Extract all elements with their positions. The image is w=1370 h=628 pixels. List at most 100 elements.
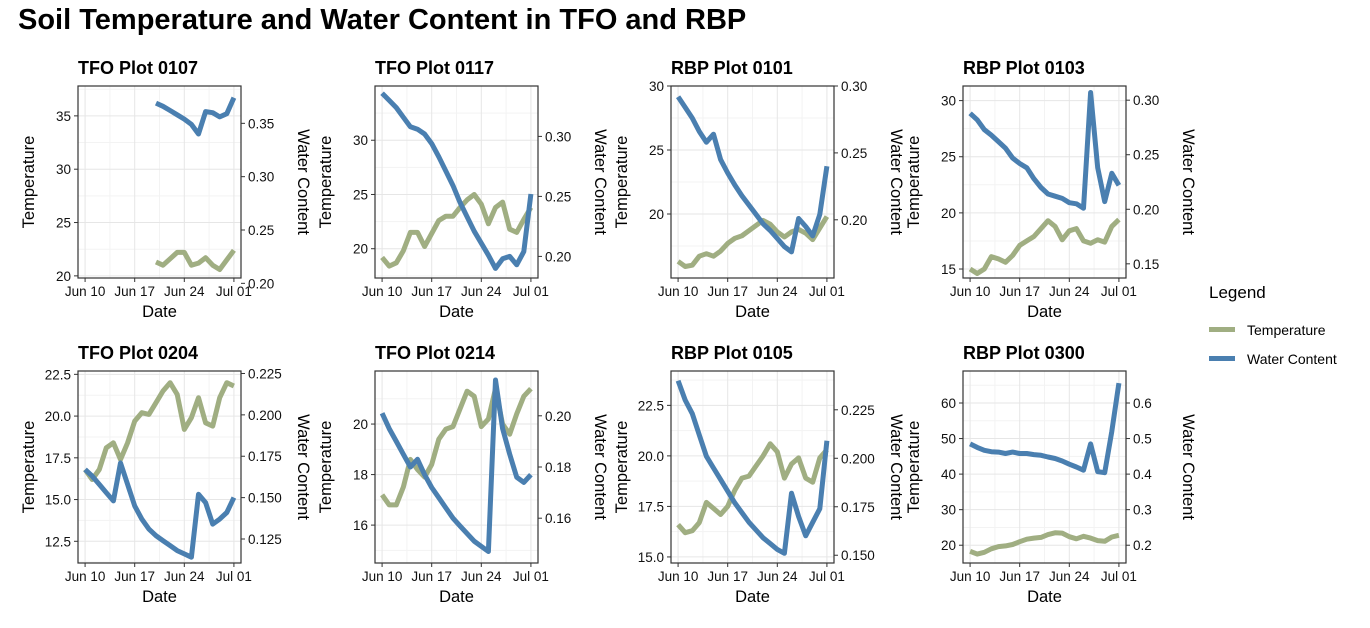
y2-axis-title: Water Content: [591, 129, 609, 235]
panel-border: [77, 370, 242, 564]
x-tick-label: Jun 17: [114, 569, 155, 584]
x-axis-title: Date: [1027, 588, 1062, 606]
y2-axis-title: Water Content: [1179, 129, 1197, 235]
legend: Legend Temperature Water Content: [1209, 283, 1337, 373]
y-tick-label: 25: [353, 187, 368, 202]
water-content-line: [675, 379, 830, 556]
y2-tick-label: 0.20: [248, 276, 274, 291]
y2-tick-label: 0.225: [248, 366, 282, 381]
y2-tick-label: 0.30: [248, 170, 274, 185]
y-tick-label: 17.5: [638, 499, 664, 514]
panel-title: RBP Plot 0300: [963, 343, 1085, 363]
panel-title: TFO Plot 0204: [78, 343, 198, 363]
x-tick-label: Jun 10: [950, 284, 991, 299]
temperature-line: [154, 248, 236, 272]
x-axis-title: Date: [735, 588, 770, 606]
x-axis-title: Date: [439, 303, 474, 321]
temperature-line: [380, 386, 533, 508]
y-axis-title: Temperature: [317, 421, 335, 514]
x-tick-label: Jul 01: [513, 284, 549, 299]
y-tick-label: 30: [941, 94, 956, 109]
y2-tick-label: 0.200: [841, 451, 875, 466]
y-tick-label: 12.5: [45, 534, 71, 549]
y2-tick-label: 0.225: [841, 403, 875, 418]
panel-border: [670, 370, 835, 564]
y2-tick-label: 0.18: [545, 460, 571, 475]
y2-tick-label: 0.16: [545, 511, 571, 526]
y2-tick-label: 0.25: [545, 189, 571, 204]
y-tick-label: 20: [56, 269, 71, 284]
y-tick-label: 50: [941, 432, 956, 447]
y-tick-label: 35: [56, 109, 71, 124]
panel-title: RBP Plot 0101: [671, 58, 793, 78]
y2-tick-label: 0.35: [248, 116, 274, 131]
y2-tick-label: 0.175: [248, 449, 282, 464]
y-tick-label: 22.5: [45, 367, 71, 382]
x-tick-label: Jul 01: [216, 569, 252, 584]
x-tick-label: Jun 10: [362, 284, 403, 299]
legend-item-water-content: Water Content: [1209, 344, 1337, 373]
legend-item-temperature: Temperature: [1209, 315, 1337, 344]
y-axis-title: Temperature: [317, 136, 335, 229]
x-axis-title: Date: [142, 303, 177, 321]
y2-tick-label: 0.30: [841, 79, 867, 94]
x-tick-label: Jun 10: [658, 284, 699, 299]
y2-axis-title: Water Content: [591, 414, 609, 520]
y-tick-label: 16: [353, 518, 368, 533]
x-axis-title: Date: [1027, 303, 1062, 321]
water-content-line: [968, 382, 1122, 476]
y-tick-label: 20.0: [45, 409, 71, 424]
x-tick-label: Jun 10: [658, 569, 699, 584]
x-tick-label: Jul 01: [216, 284, 252, 299]
x-tick-label: Jun 17: [707, 284, 748, 299]
panel-6: TFO Plot 0214 Jun 10 Jun 17 Jun 24 Jul 01 16 1…: [317, 343, 609, 606]
y-axis-title: Temperature: [905, 421, 923, 514]
x-tick-label: Jul 01: [1101, 569, 1137, 584]
y2-tick-label: 0.20: [545, 249, 571, 264]
x-tick-label: Jun 10: [65, 284, 106, 299]
x-tick-label: Jun 24: [461, 284, 502, 299]
legend-key-water-content: [1209, 356, 1235, 361]
y2-tick-label: 0.25: [841, 146, 867, 161]
panel-8: RBP Plot 0300 Jun 10 Jun 17 Jun 24 Jul 01 20 3…: [905, 343, 1197, 606]
y-tick-label: 15.0: [638, 550, 664, 565]
x-tick-label: Jun 24: [164, 569, 205, 584]
temperature-line: [83, 380, 235, 482]
panel-border: [374, 85, 539, 279]
y-axis-title: Temperature: [613, 421, 631, 514]
y-axis-title: Temperature: [20, 421, 38, 514]
legend-title: Legend: [1209, 283, 1266, 302]
temperature-line: [968, 217, 1121, 276]
y-tick-label: 17.5: [45, 451, 71, 466]
y2-axis-title: Water Content: [294, 129, 312, 235]
y2-tick-label: 0.5: [1133, 432, 1152, 447]
x-tick-label: Jun 24: [1049, 569, 1090, 584]
x-tick-label: Jun 10: [362, 569, 403, 584]
y2-tick-label: 0.30: [1133, 93, 1159, 108]
y2-tick-label: 0.125: [248, 532, 282, 547]
x-tick-label: Jul 01: [513, 569, 549, 584]
y-axis-title: Temperature: [905, 136, 923, 229]
y-tick-label: 60: [941, 396, 956, 411]
x-axis-title: Date: [439, 588, 474, 606]
y-tick-label: 30: [353, 133, 368, 148]
x-tick-label: Jun 24: [461, 569, 502, 584]
panel-title: TFO Plot 0107: [78, 58, 198, 78]
y-tick-label: 20: [353, 242, 368, 257]
y-tick-label: 25: [649, 143, 664, 158]
temperature-line: [676, 441, 829, 536]
y2-tick-label: 0.175: [841, 500, 875, 515]
x-axis-title: Date: [142, 588, 177, 606]
y2-tick-label: 0.3: [1133, 503, 1152, 518]
panel-border: [962, 85, 1127, 279]
panel-title: RBP Plot 0105: [671, 343, 793, 363]
y2-tick-label: 0.15: [1133, 257, 1159, 272]
y-tick-label: 18: [353, 468, 368, 483]
y2-tick-label: 0.30: [545, 129, 571, 144]
panel-4: RBP Plot 0103 Jun 10 Jun 17 Jun 24 Jul 01 15 2…: [905, 58, 1197, 321]
y2-tick-label: 0.6: [1133, 396, 1152, 411]
x-tick-label: Jun 24: [757, 284, 798, 299]
x-tick-label: Jun 24: [757, 569, 798, 584]
panel-border: [962, 370, 1127, 564]
x-tick-label: Jun 17: [411, 284, 452, 299]
